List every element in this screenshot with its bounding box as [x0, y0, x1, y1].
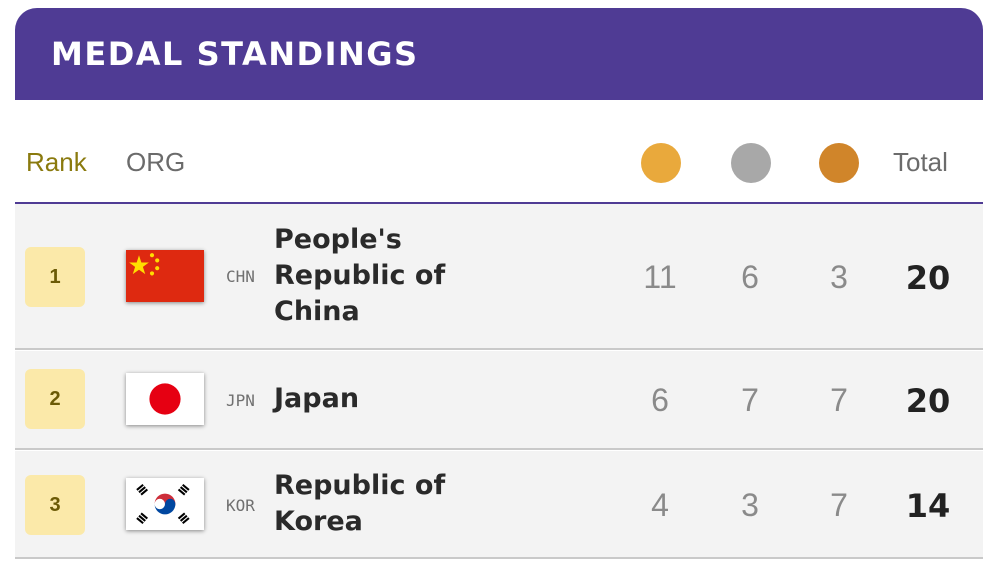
country-code: CHN — [226, 267, 255, 286]
gold-medal-icon — [641, 143, 681, 183]
column-header-rank: Rank — [26, 147, 87, 177]
bronze-medal-icon — [819, 143, 859, 183]
table-row[interactable]: 1 CHN People's Republic of China 11 6 3 … — [15, 204, 983, 348]
row-divider — [15, 348, 983, 350]
rank-badge: 2 — [25, 369, 85, 429]
silver-count: 3 — [741, 487, 759, 523]
column-header-total: Total — [893, 147, 948, 177]
japan-flag-icon — [126, 373, 204, 425]
column-header-org: ORG — [126, 147, 186, 177]
page-title: MEDAL STANDINGS — [51, 35, 419, 73]
silver-count: 7 — [741, 382, 759, 418]
total-count: 20 — [905, 259, 951, 297]
header-bar: MEDAL STANDINGS — [15, 8, 983, 100]
total-count: 20 — [905, 382, 951, 420]
country-name[interactable]: People's Republic of China — [274, 224, 446, 327]
country-name[interactable]: Japan — [274, 383, 360, 414]
gold-count: 6 — [651, 382, 669, 418]
bronze-count: 3 — [830, 259, 848, 295]
silver-count: 6 — [741, 259, 759, 295]
silver-medal-icon — [731, 143, 771, 183]
header-divider — [15, 202, 983, 204]
country-name[interactable]: Republic of Korea — [274, 470, 446, 537]
table-row[interactable]: 3 KOR Republic of Korea 4 3 7 — [15, 451, 983, 557]
row-divider — [15, 557, 983, 559]
rank-badge: 3 — [25, 475, 85, 535]
bronze-count: 7 — [830, 382, 848, 418]
country-code: KOR — [226, 496, 255, 515]
rank-badge: 1 — [25, 247, 85, 307]
bronze-count: 7 — [830, 487, 848, 523]
china-flag-icon — [126, 250, 204, 302]
table-row[interactable]: 2 JPN Japan 6 7 7 20 — [15, 351, 983, 448]
row-divider — [15, 448, 983, 450]
total-count: 14 — [905, 487, 951, 525]
korea-flag-icon — [126, 478, 204, 530]
gold-count: 11 — [643, 259, 677, 295]
gold-count: 4 — [651, 487, 669, 523]
country-code: JPN — [226, 391, 255, 410]
